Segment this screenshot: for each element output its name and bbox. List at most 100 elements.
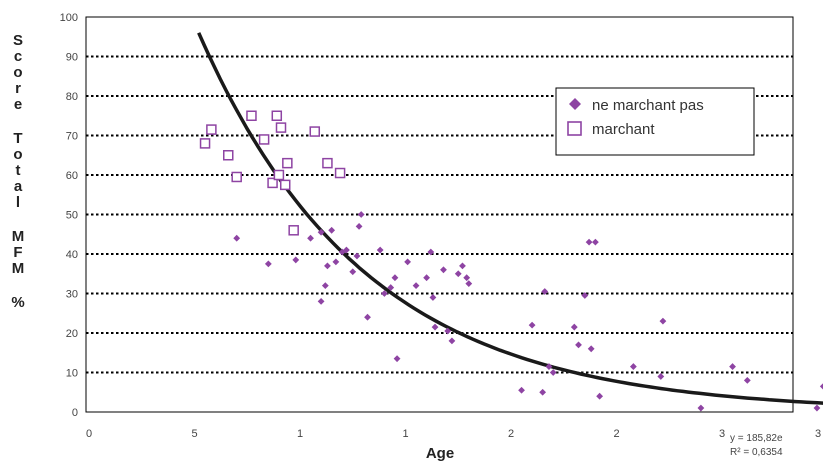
point-ne-marchant-pas bbox=[581, 292, 589, 299]
point-ne-marchant-pas bbox=[729, 363, 736, 370]
point-ne-marchant-pas bbox=[393, 355, 401, 363]
point-ne-marchant-pas bbox=[575, 341, 582, 349]
point-ne-marchant-pas bbox=[528, 321, 536, 329]
y-tick-label: 0 bbox=[72, 407, 78, 419]
y-axis-ticks: 0 10 20 30 40 50 60 70 80 90 100 bbox=[60, 12, 78, 419]
x-tick-label: 3 bbox=[815, 428, 821, 440]
legend-label-ne-marchant-pas: ne marchant pas bbox=[592, 97, 704, 114]
point-ne-marchant-pas bbox=[585, 238, 593, 246]
point-ne-marchant-pas bbox=[518, 386, 525, 394]
point-ne-marchant-pas bbox=[427, 248, 435, 256]
point-marchant bbox=[231, 171, 242, 183]
legend: ne marchant pas marchant bbox=[555, 87, 755, 156]
legend-label-marchant: marchant bbox=[592, 121, 655, 138]
plot-area bbox=[85, 16, 794, 413]
data-points bbox=[199, 110, 823, 412]
x-tick-label: 3 bbox=[719, 428, 725, 440]
trendline bbox=[197, 32, 823, 405]
point-ne-marchant-pas bbox=[459, 262, 466, 270]
point-ne-marchant-pas bbox=[328, 226, 336, 234]
y-tick-label: 30 bbox=[66, 289, 78, 301]
y-tick-label: 40 bbox=[66, 249, 78, 261]
point-ne-marchant-pas bbox=[364, 313, 371, 321]
legend-marker-diamond bbox=[569, 98, 581, 110]
point-ne-marchant-pas bbox=[391, 274, 399, 282]
point-marchant bbox=[279, 179, 291, 191]
point-ne-marchant-pas bbox=[343, 246, 350, 254]
point-ne-marchant-pas bbox=[264, 260, 272, 268]
y-tick-label: 70 bbox=[66, 131, 78, 143]
point-marchant bbox=[267, 177, 278, 189]
x-tick-label: 2 bbox=[613, 428, 619, 440]
point-ne-marchant-pas bbox=[657, 373, 665, 380]
point-ne-marchant-pas bbox=[292, 256, 300, 264]
point-ne-marchant-pas bbox=[429, 294, 437, 301]
point-ne-marchant-pas bbox=[545, 363, 553, 370]
point-ne-marchant-pas bbox=[307, 234, 314, 242]
x-tick-label: 5 bbox=[191, 428, 197, 440]
point-ne-marchant-pas bbox=[431, 323, 439, 331]
y-tick-label: 90 bbox=[66, 52, 78, 64]
legend-marker-square bbox=[567, 121, 582, 136]
point-ne-marchant-pas bbox=[596, 392, 604, 400]
point-ne-marchant-pas bbox=[355, 222, 363, 230]
y-tick-label: 60 bbox=[66, 170, 78, 182]
point-ne-marchant-pas bbox=[465, 280, 473, 288]
legend-box bbox=[555, 87, 755, 156]
point-ne-marchant-pas bbox=[570, 323, 578, 331]
point-ne-marchant-pas bbox=[353, 252, 361, 260]
point-marchant bbox=[258, 134, 270, 145]
point-ne-marchant-pas bbox=[381, 290, 388, 297]
point-marchant bbox=[275, 122, 287, 133]
point-marchant bbox=[273, 169, 285, 181]
point-ne-marchant-pas bbox=[448, 337, 456, 345]
point-ne-marchant-pas bbox=[349, 268, 357, 276]
point-marchant bbox=[309, 126, 321, 137]
point-ne-marchant-pas bbox=[592, 238, 599, 246]
point-ne-marchant-pas bbox=[813, 404, 821, 412]
point-ne-marchant-pas bbox=[423, 274, 430, 282]
point-marchant bbox=[288, 225, 299, 236]
y-tick-label: 100 bbox=[60, 12, 78, 24]
point-ne-marchant-pas bbox=[659, 317, 667, 325]
point-marchant bbox=[246, 110, 257, 121]
point-ne-marchant-pas bbox=[317, 228, 325, 236]
point-marchant bbox=[206, 124, 217, 135]
trendline-r2: R² = 0,6354 bbox=[730, 447, 783, 458]
x-axis-label: Age bbox=[426, 445, 454, 462]
point-ne-marchant-pas bbox=[541, 288, 549, 295]
point-marchant bbox=[282, 157, 293, 169]
point-marchant bbox=[199, 138, 211, 149]
point-ne-marchant-pas bbox=[440, 266, 447, 274]
trendline-equation: y = 185,82e bbox=[730, 433, 783, 444]
y-tick-label: 10 bbox=[66, 368, 78, 380]
point-ne-marchant-pas bbox=[324, 262, 331, 270]
point-ne-marchant-pas bbox=[404, 258, 412, 266]
point-ne-marchant-pas bbox=[412, 282, 420, 289]
point-ne-marchant-pas bbox=[357, 211, 365, 218]
x-tick-label: 0 bbox=[86, 428, 92, 440]
point-ne-marchant-pas bbox=[332, 258, 340, 266]
point-ne-marchant-pas bbox=[743, 377, 751, 384]
point-marchant bbox=[271, 110, 283, 121]
point-ne-marchant-pas bbox=[454, 270, 462, 278]
point-ne-marchant-pas bbox=[463, 274, 471, 282]
point-marchant bbox=[334, 167, 346, 179]
x-tick-label: 1 bbox=[297, 428, 303, 440]
point-ne-marchant-pas bbox=[317, 298, 325, 305]
x-tick-label: 1 bbox=[402, 428, 408, 440]
point-ne-marchant-pas bbox=[587, 345, 595, 353]
point-ne-marchant-pas bbox=[697, 404, 705, 412]
point-ne-marchant-pas bbox=[233, 234, 241, 242]
point-ne-marchant-pas bbox=[376, 246, 384, 254]
x-tick-label: 2 bbox=[508, 428, 514, 440]
point-marchant bbox=[223, 150, 234, 161]
point-ne-marchant-pas bbox=[387, 284, 395, 291]
x-axis-ticks: 0 5 1 1 2 2 3 3 bbox=[86, 428, 821, 440]
point-marchant bbox=[322, 157, 333, 169]
y-tick-label: 50 bbox=[66, 210, 78, 222]
point-ne-marchant-pas bbox=[819, 383, 823, 390]
y-tick-label: 80 bbox=[66, 91, 78, 103]
